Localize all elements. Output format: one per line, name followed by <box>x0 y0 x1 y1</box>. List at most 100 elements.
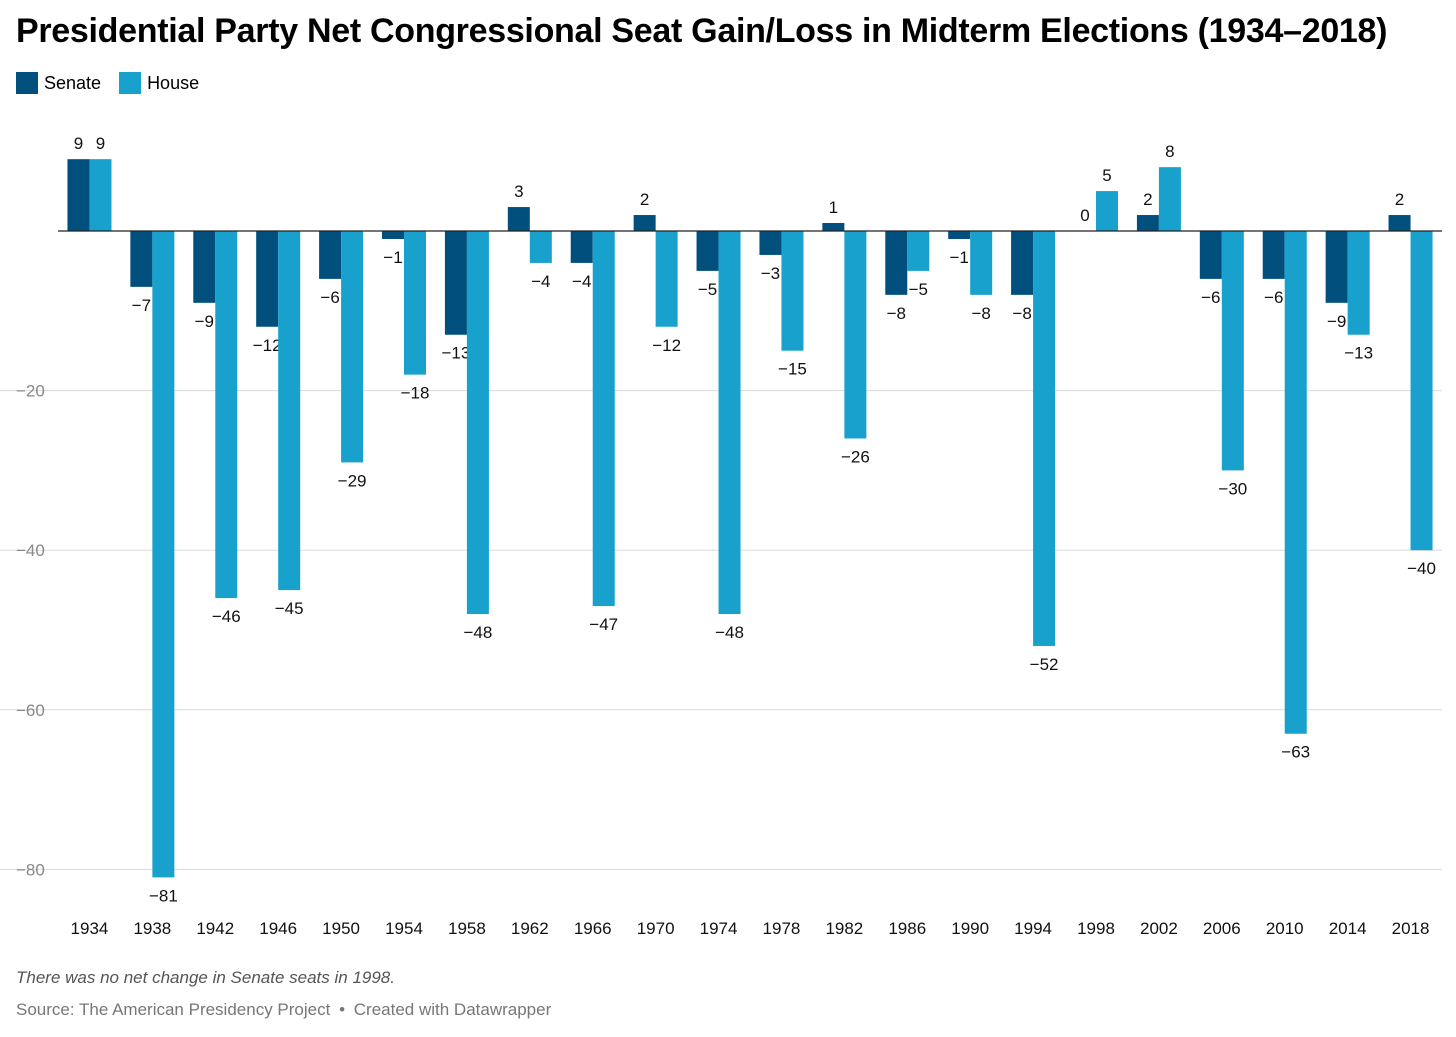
house-value-label: −15 <box>778 360 807 379</box>
house-value-label: −81 <box>149 886 178 905</box>
senate-value-label: 2 <box>640 190 649 209</box>
x-tick-label: 1966 <box>574 919 612 938</box>
y-tick-label: −20 <box>16 382 45 401</box>
senate-value-label: −8 <box>1012 304 1031 323</box>
senate-bar <box>444 231 467 335</box>
house-bar <box>529 231 552 263</box>
house-value-label: −30 <box>1218 479 1247 498</box>
senate-value-label: −1 <box>949 248 968 267</box>
senate-bar <box>1325 231 1348 303</box>
senate-value-label: −1 <box>383 248 402 267</box>
senate-value-label: 3 <box>514 182 523 201</box>
legend-item-senate: Senate <box>16 72 101 94</box>
senate-bar <box>570 231 593 263</box>
house-value-label: −5 <box>909 280 928 299</box>
house-bar <box>907 231 930 271</box>
house-bar <box>466 231 489 615</box>
y-tick-label: −80 <box>16 860 45 879</box>
house-bar <box>1033 231 1056 646</box>
senate-value-label: 2 <box>1395 190 1404 209</box>
house-bar <box>278 231 301 591</box>
senate-bar <box>256 231 279 327</box>
x-tick-label: 1986 <box>888 919 926 938</box>
x-tick-label: 1970 <box>637 919 675 938</box>
senate-bar <box>1136 215 1159 231</box>
senate-value-label: −9 <box>1327 312 1346 331</box>
x-tick-label: 2014 <box>1329 919 1367 938</box>
house-value-label: −13 <box>1344 344 1373 363</box>
house-value-label: 8 <box>1165 142 1174 161</box>
x-tick-label: 1934 <box>71 919 109 938</box>
x-tick-label: 1994 <box>1014 919 1052 938</box>
chart-note: There was no net change in Senate seats … <box>16 968 395 987</box>
x-tick-label: 1946 <box>259 919 297 938</box>
house-bar <box>781 231 804 351</box>
senate-bar <box>382 231 404 239</box>
house-value-label: −26 <box>841 447 870 466</box>
x-tick-label: 2002 <box>1140 919 1178 938</box>
house-bar <box>215 231 238 599</box>
house-bar <box>1410 231 1433 551</box>
legend-swatch-house <box>119 72 142 94</box>
senate-value-label: 0 <box>1080 206 1089 225</box>
house-bar <box>592 231 615 607</box>
senate-bar <box>507 207 530 231</box>
house-value-label: −40 <box>1407 559 1436 578</box>
house-value-label: −18 <box>401 384 430 403</box>
house-bar <box>1158 167 1181 231</box>
house-value-label: 5 <box>1102 166 1111 185</box>
senate-value-label: −9 <box>195 312 214 331</box>
house-value-label: −8 <box>971 304 990 323</box>
senate-value-label: 1 <box>829 198 838 217</box>
x-tick-label: 1938 <box>133 919 171 938</box>
senate-bar <box>633 215 656 231</box>
x-tick-label: 1958 <box>448 919 486 938</box>
senate-bar <box>696 231 719 271</box>
senate-value-label: −3 <box>761 264 780 283</box>
senate-bar <box>67 159 90 231</box>
house-bar <box>404 231 426 375</box>
house-value-label: −48 <box>715 623 744 642</box>
senate-bar <box>1388 215 1411 231</box>
x-tick-label: 1978 <box>763 919 801 938</box>
source-label: Source: The American Presidency Project <box>16 1000 331 1019</box>
legend-swatch-senate <box>16 72 38 94</box>
source-separator: • <box>339 1000 346 1019</box>
house-value-label: −63 <box>1281 743 1310 762</box>
senate-value-label: 2 <box>1143 190 1152 209</box>
house-bar <box>970 231 993 295</box>
chart-title: Presidential Party Net Congressional Sea… <box>16 12 1388 50</box>
x-tick-label: 1990 <box>951 919 989 938</box>
bar-chart: −20−40−60−809 91934−7−811938−9−461942−12−… <box>0 134 1442 938</box>
house-bar <box>1096 191 1118 231</box>
house-value-label: −12 <box>652 336 681 355</box>
y-tick-label: −60 <box>16 701 45 720</box>
chart-source: Source: The American Presidency Project … <box>16 1000 551 1020</box>
house-bar <box>152 231 175 878</box>
legend-item-house: House <box>119 72 199 94</box>
senate-value-label: −6 <box>320 288 339 307</box>
house-value-label: −45 <box>275 599 304 618</box>
senate-bar <box>319 231 342 279</box>
y-tick-label: −40 <box>16 541 45 560</box>
senate-bar <box>885 231 908 295</box>
senate-value-label: −5 <box>698 280 717 299</box>
senate-value-label: −6 <box>1201 288 1220 307</box>
credit-label: Created with Datawrapper <box>353 1000 552 1019</box>
house-value-label: −48 <box>463 623 492 642</box>
house-value-label: −46 <box>212 607 241 626</box>
house-bar <box>341 231 364 463</box>
senate-bar <box>759 231 782 255</box>
house-value-label: −47 <box>589 615 618 634</box>
senate-value-label: −6 <box>1264 288 1283 307</box>
house-bar <box>89 159 112 231</box>
house-value-label: −29 <box>338 471 367 490</box>
x-tick-label: 1982 <box>825 919 863 938</box>
x-tick-label: 2018 <box>1392 919 1430 938</box>
house-value-label: −4 <box>531 272 550 291</box>
x-tick-label: 1950 <box>322 919 360 938</box>
senate-bar <box>822 223 845 231</box>
house-bar <box>1347 231 1370 335</box>
x-tick-label: 1942 <box>196 919 234 938</box>
senate-value-label: −4 <box>572 272 591 291</box>
